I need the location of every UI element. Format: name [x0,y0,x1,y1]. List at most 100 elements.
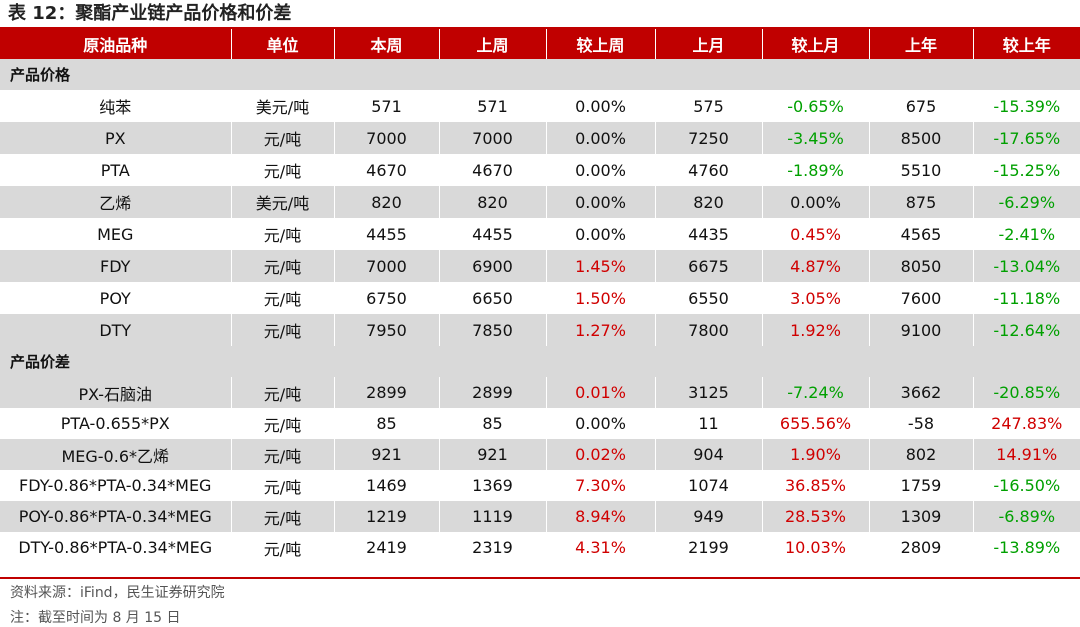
cell-mom: 4.87% [762,250,870,282]
cell-yoy: -15.25% [973,154,1080,186]
table-row: PX 元/吨 7000 7000 0.00% 7250 -3.45% 8500 -17.65% [0,122,1080,154]
cell-product: POY [0,282,232,314]
cell-last-week: 6650 [439,282,547,314]
cell-last-month: 820 [655,186,763,218]
cell-yoy: -6.29% [973,186,1080,218]
table-row: POY-0.86*PTA-0.34*MEG 元/吨 1219 1119 8.94% 949… [0,501,1080,532]
cell-yoy: -12.64% [973,314,1080,346]
section-label: 产品价差 [0,346,1080,377]
cell-unit: 元/吨 [231,282,335,314]
cell-unit: 元/吨 [231,470,335,501]
cell-last-week: 571 [439,90,547,122]
table-title: 表 12：聚酯产业链产品价格和价差 [8,3,292,24]
cell-product: POY-0.86*PTA-0.34*MEG [0,501,232,532]
cell-mom: 0.45% [762,218,870,250]
cell-mom: 28.53% [762,501,870,532]
col-header-yoy: 较上年 [973,29,1080,59]
cell-this-week: 4455 [334,218,440,250]
cell-last-month: 904 [655,439,763,470]
cell-yoy: -13.89% [973,532,1080,563]
cell-mom: 1.90% [762,439,870,470]
cell-mom: 1.92% [762,314,870,346]
cell-this-week: 820 [334,186,440,218]
table-row: FDY 元/吨 7000 6900 1.45% 6675 4.87% 8050 -13.04% [0,250,1080,282]
cell-this-week: 2419 [334,532,440,563]
cell-last-week: 7000 [439,122,547,154]
cell-last-month: 7800 [655,314,763,346]
cell-mom: 3.05% [762,282,870,314]
table-row: POY 元/吨 6750 6650 1.50% 6550 3.05% 7600 -11.18% [0,282,1080,314]
col-header-mom: 较上月 [762,29,870,59]
cell-yoy: -11.18% [973,282,1080,314]
table-row: 乙烯 美元/吨 820 820 0.00% 820 0.00% 875 -6.29% [0,186,1080,218]
col-header-product: 原油品种 [0,29,232,59]
cell-last-month: 1074 [655,470,763,501]
cell-unit: 元/吨 [231,122,335,154]
cell-wow: 1.45% [546,250,656,282]
cell-wow: 0.00% [546,218,656,250]
cell-wow: 1.27% [546,314,656,346]
cell-wow: 0.00% [546,154,656,186]
cell-yoy: -17.65% [973,122,1080,154]
cell-this-week: 7000 [334,250,440,282]
cell-last-year: 1309 [869,501,974,532]
cell-product: PX [0,122,232,154]
cell-last-week: 921 [439,439,547,470]
source-note: 资料来源：iFind，民生证券研究院 [10,585,225,601]
table-row: PX-石脑油 元/吨 2899 2899 0.01% 3125 -7.24% 3662 -20.… [0,377,1080,408]
table-row: DTY-0.86*PTA-0.34*MEG 元/吨 2419 2319 4.31% 219… [0,532,1080,563]
table-row: 纯苯 美元/吨 571 571 0.00% 575 -0.65% 675 -15.39% [0,90,1080,122]
section-header-row: 产品价差 [0,346,1080,377]
cell-product: DTY-0.86*PTA-0.34*MEG [0,532,232,563]
cell-mom: 655.56% [762,408,870,439]
col-header-unit: 单位 [231,29,335,59]
cell-last-month: 11 [655,408,763,439]
date-note: 注：截至时间为 8 月 15 日 [10,610,181,626]
cell-last-week: 1369 [439,470,547,501]
cell-last-week: 820 [439,186,547,218]
title-divider [0,27,1080,29]
cell-last-year: 875 [869,186,974,218]
cell-last-month: 4435 [655,218,763,250]
cell-mom: -3.45% [762,122,870,154]
cell-this-week: 4670 [334,154,440,186]
cell-last-month: 3125 [655,377,763,408]
cell-last-week: 6900 [439,250,547,282]
cell-unit: 元/吨 [231,250,335,282]
cell-last-month: 949 [655,501,763,532]
cell-unit: 元/吨 [231,154,335,186]
cell-product: DTY [0,314,232,346]
cell-wow: 8.94% [546,501,656,532]
cell-this-week: 85 [334,408,440,439]
section-label: 产品价格 [0,59,1080,90]
table-row: MEG 元/吨 4455 4455 0.00% 4435 0.45% 4565 -2.41% [0,218,1080,250]
cell-last-month: 575 [655,90,763,122]
cell-last-month: 6550 [655,282,763,314]
cell-last-year: 1759 [869,470,974,501]
cell-mom: 0.00% [762,186,870,218]
cell-product: 乙烯 [0,186,232,218]
cell-this-week: 1219 [334,501,440,532]
header-row: 原油品种 单位 本周 上周 较上周 上月 较上月 上年 较上年 [0,29,1080,59]
cell-yoy: 247.83% [973,408,1080,439]
cell-last-week: 4670 [439,154,547,186]
table-row: PTA 元/吨 4670 4670 0.00% 4760 -1.89% 5510 -15.25% [0,154,1080,186]
cell-product: MEG-0.6*乙烯 [0,439,232,470]
cell-mom: 36.85% [762,470,870,501]
cell-last-month: 4760 [655,154,763,186]
cell-yoy: 14.91% [973,439,1080,470]
cell-last-week: 7850 [439,314,547,346]
cell-unit: 元/吨 [231,314,335,346]
cell-unit: 美元/吨 [231,90,335,122]
cell-mom: 10.03% [762,532,870,563]
cell-last-week: 85 [439,408,547,439]
cell-product: PX-石脑油 [0,377,232,408]
cell-last-year: 3662 [869,377,974,408]
cell-last-year: 2809 [869,532,974,563]
cell-wow: 4.31% [546,532,656,563]
cell-last-week: 2899 [439,377,547,408]
cell-unit: 元/吨 [231,377,335,408]
cell-unit: 元/吨 [231,532,335,563]
cell-wow: 1.50% [546,282,656,314]
cell-product: FDY-0.86*PTA-0.34*MEG [0,470,232,501]
